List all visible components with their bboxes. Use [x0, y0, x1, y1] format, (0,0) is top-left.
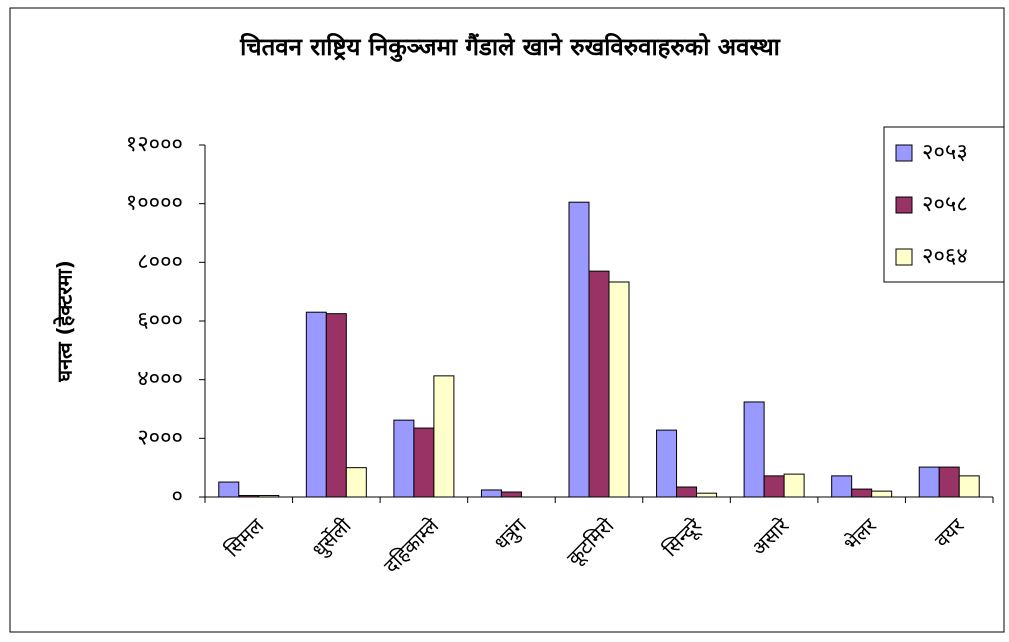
chart-title: चितवन राष्ट्रिय निकुञ्जमा गैंडाले खाने र…	[239, 33, 781, 62]
chart-frame	[9, 7, 1005, 633]
bar	[608, 281, 630, 498]
bar	[218, 481, 240, 498]
bar	[871, 490, 893, 498]
legend-label: २०६४	[922, 244, 968, 269]
y-tick-label: ६०००	[137, 308, 183, 333]
bar	[345, 467, 367, 498]
bar	[480, 489, 502, 498]
bar	[851, 488, 873, 498]
bar	[958, 475, 980, 498]
bar	[831, 475, 853, 498]
bar	[238, 495, 260, 498]
y-tick-label: ८०००	[137, 249, 183, 274]
bar	[258, 495, 280, 498]
bar	[743, 401, 765, 498]
bar	[938, 466, 960, 498]
bar	[696, 492, 718, 498]
y-tick-label: २०००	[137, 425, 183, 450]
legend-swatch	[895, 248, 913, 266]
bar	[568, 201, 590, 498]
legend-swatch	[895, 144, 913, 162]
legend-label: २०५८	[922, 192, 968, 217]
bar	[433, 375, 455, 498]
bar	[656, 429, 678, 498]
bar	[393, 419, 415, 498]
bar	[500, 491, 522, 498]
y-tick-label: ०	[172, 484, 183, 509]
bar	[763, 475, 785, 498]
y-tick-label: १२०००	[126, 132, 183, 157]
bar	[325, 313, 347, 498]
bar	[305, 311, 327, 498]
bar	[676, 486, 698, 498]
y-tick-label: १००००	[126, 191, 183, 216]
legend-swatch	[895, 196, 913, 214]
bar	[413, 427, 435, 498]
bar	[783, 473, 805, 498]
y-tick-label: ४०००	[137, 367, 183, 392]
y-axis-title: घनत्व (हेक्टरमा)	[53, 260, 77, 383]
legend-label: २०५३	[922, 140, 968, 165]
bar	[918, 466, 940, 498]
bar	[588, 270, 610, 498]
